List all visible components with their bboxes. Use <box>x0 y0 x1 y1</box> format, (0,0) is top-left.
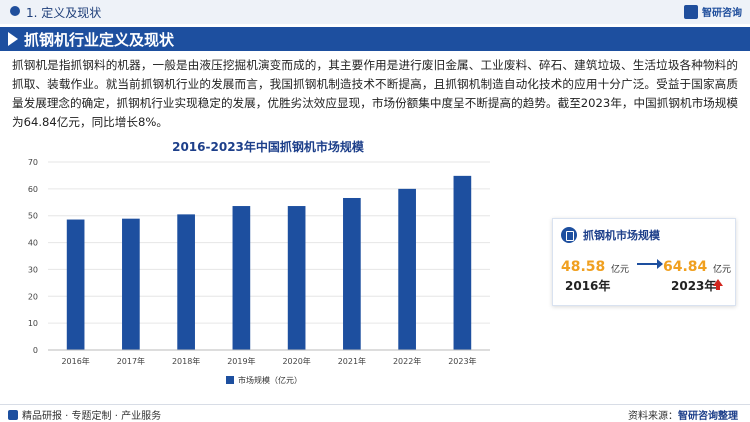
bar <box>453 175 472 350</box>
brand-logo-icon <box>684 4 698 19</box>
brand-logo-text: 智研咨询 <box>702 8 742 19</box>
footer: 精品研报 · 专题定制 · 产业服务 资料来源：智研咨询整理 <box>0 404 750 422</box>
x-tick-label: 2021年 <box>338 356 366 366</box>
card-start-unit: 亿元 <box>611 265 630 275</box>
x-tick-label: 2018年 <box>172 356 200 366</box>
y-tick-label: 50 <box>28 212 38 221</box>
footer-source-brand: 智研咨询整理 <box>678 411 738 422</box>
x-tick-label: 2016年 <box>61 356 89 366</box>
market-size-card: 抓钢机市场规模 48.58 亿元 2016年 64.84 亿元 2023年 <box>552 218 736 306</box>
x-tick-label: 2017年 <box>117 356 145 366</box>
section-dot-icon <box>10 6 20 16</box>
right-arrow-icon <box>637 259 663 269</box>
y-tick-label: 40 <box>28 239 38 248</box>
title-banner: 抓钢机行业定义及现状 <box>0 27 750 51</box>
card-start-year: 2016年 <box>565 279 611 293</box>
footer-source-label: 资料来源： <box>628 411 678 422</box>
top-bar: 1. 定义及现状 智研咨询 <box>0 0 750 24</box>
bar <box>343 197 361 350</box>
x-tick-label: 2019年 <box>227 356 255 366</box>
bar <box>177 214 195 350</box>
bar <box>287 206 306 350</box>
x-tick-label: 2023年 <box>448 356 476 366</box>
x-tick-label: 2020年 <box>282 356 310 366</box>
bar <box>122 218 140 350</box>
up-arrow-icon <box>713 279 723 290</box>
card-start-value: 48.58 <box>561 259 606 275</box>
y-tick-label: 70 <box>28 158 38 167</box>
card-header: 抓钢机市场规模 <box>553 219 735 251</box>
card-end-unit: 亿元 <box>713 265 732 275</box>
legend-label: 市场规模（亿元） <box>238 375 302 385</box>
market-size-bar-chart: 0 10 20 30 40 50 60 70 2016年 2017年 2018年 2019年 2020年… <box>28 158 490 385</box>
y-tick-label: 0 <box>33 346 38 355</box>
bar <box>66 219 85 350</box>
legend-swatch <box>226 376 234 384</box>
chart-title: 2016-2023年中国抓钢机市场规模 <box>172 140 364 154</box>
y-tick-label: 20 <box>28 292 38 301</box>
y-tick-label: 10 <box>28 319 38 328</box>
report-icon <box>561 227 577 243</box>
intro-paragraph: 抓钢机是指抓钢料的机器，一般是由液压挖掘机演变而成的，其主要作用是进行废旧金属、… <box>12 58 738 129</box>
y-tick-label: 60 <box>28 185 38 194</box>
book-icon <box>8 409 18 420</box>
card-title: 抓钢机市场规模 <box>583 229 660 242</box>
page-title: 抓钢机行业定义及现状 <box>24 31 175 49</box>
bar <box>398 188 416 350</box>
bar <box>232 206 251 350</box>
x-tick-label: 2022年 <box>393 356 421 366</box>
arrow-icon <box>8 32 18 46</box>
card-end-value: 64.84 <box>663 259 708 275</box>
footer-tagline-text: 精品研报 · 专题定制 · 产业服务 <box>22 411 162 422</box>
section-title: 1. 定义及现状 <box>26 6 102 20</box>
footer-tagline: 精品研报 · 专题定制 · 产业服务 <box>8 407 161 422</box>
y-tick-label: 30 <box>28 265 38 274</box>
footer-source: 资料来源：智研咨询整理 <box>628 407 738 422</box>
card-end-year: 2023年 <box>671 279 717 293</box>
brand-logo: 智研咨询 <box>684 4 742 19</box>
